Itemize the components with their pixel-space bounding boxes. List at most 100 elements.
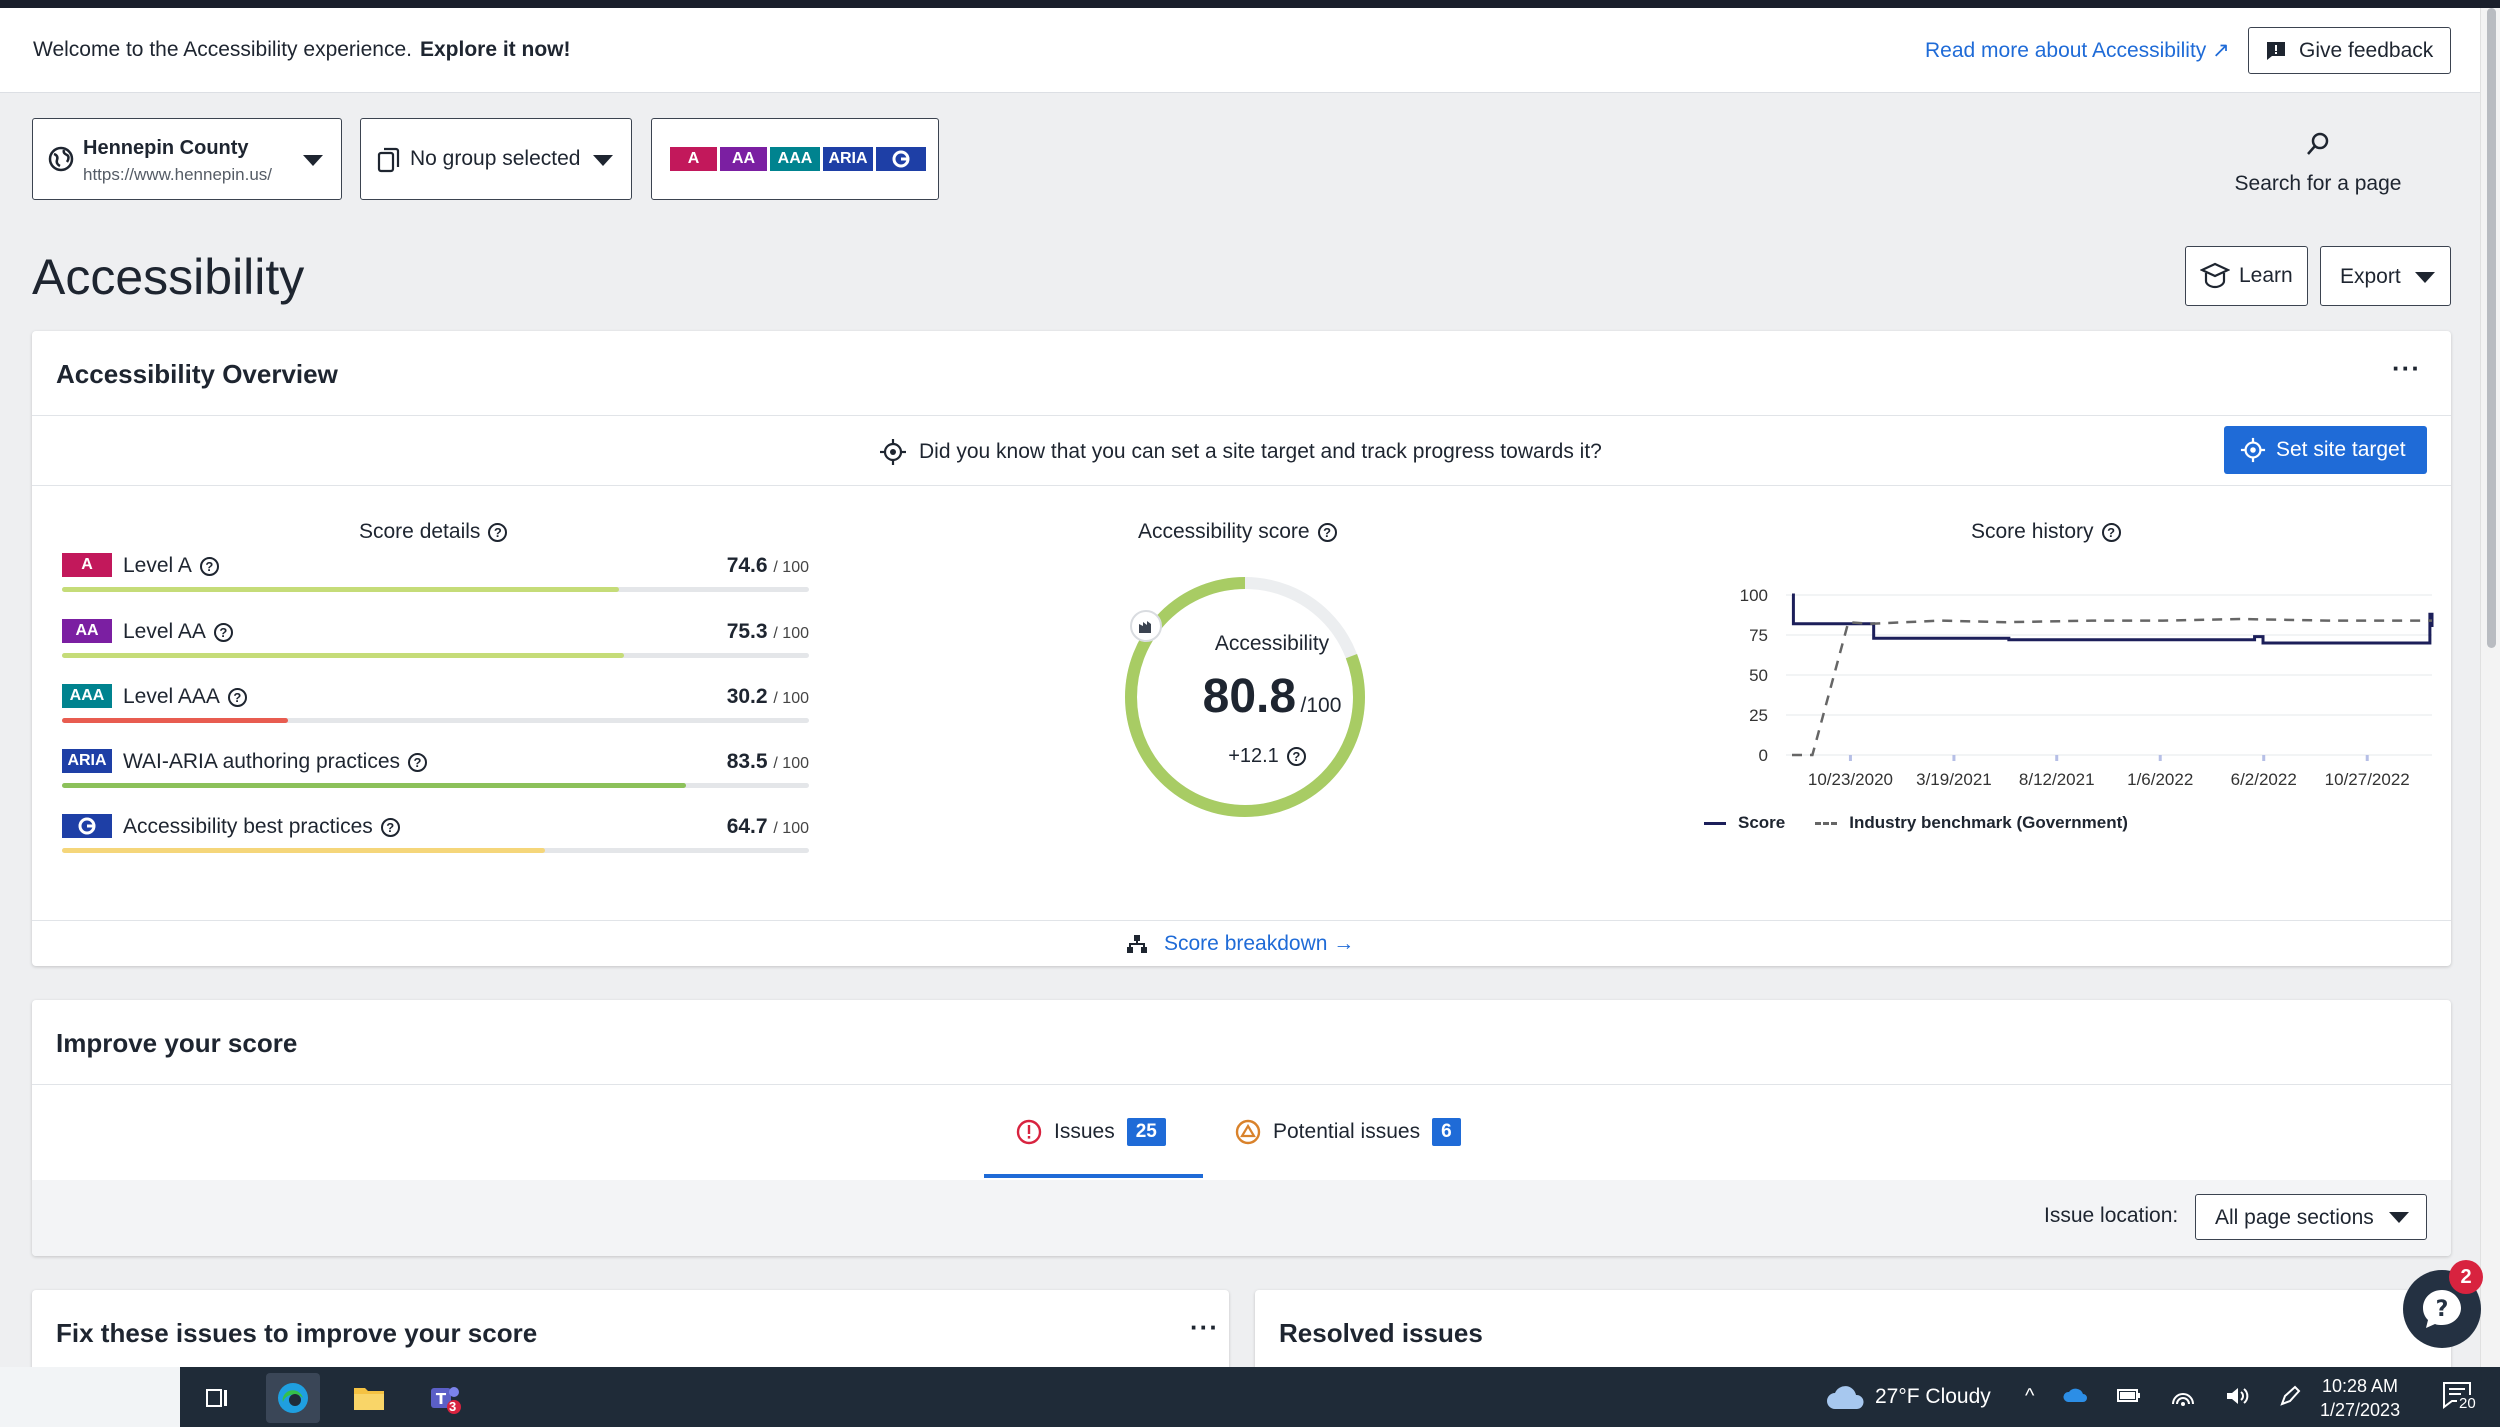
help-icon[interactable]: ? bbox=[2101, 522, 2121, 542]
score-progress-track bbox=[62, 718, 809, 723]
score-progress-fill bbox=[62, 848, 546, 853]
notification-count: 20 bbox=[2457, 1395, 2478, 1412]
accessibility-score-max: /100 bbox=[1300, 694, 1342, 717]
legend-swatch-benchmark bbox=[1815, 821, 1838, 825]
teams-glyph: T bbox=[431, 1387, 461, 1414]
export-button[interactable]: Export bbox=[2320, 246, 2451, 306]
tab-potential-issues[interactable]: Potential issues 6 bbox=[1235, 1118, 1461, 1146]
target-icon bbox=[2240, 437, 2266, 463]
set-site-target-button[interactable]: Set site target bbox=[2224, 426, 2427, 474]
level-aaa-chip: AAA bbox=[770, 147, 820, 171]
help-chat-button[interactable]: ? 2 bbox=[2403, 1260, 2483, 1348]
site-url: https://www.hennepin.us/ bbox=[83, 165, 273, 184]
edge-browser-icon[interactable] bbox=[266, 1373, 320, 1423]
help-icon[interactable]: ? bbox=[488, 522, 508, 542]
x-tick-label: 10/27/2022 bbox=[2325, 770, 2410, 789]
volume-icon[interactable] bbox=[2224, 1385, 2250, 1407]
page-title: Accessibility bbox=[32, 249, 305, 305]
score-level-label: Level AA bbox=[123, 620, 206, 643]
score-breakdown-link[interactable]: Score breakdown → bbox=[1126, 932, 1354, 956]
search-page-button[interactable]: Search for a page bbox=[2228, 130, 2408, 196]
score-progress-track bbox=[62, 587, 809, 592]
gauge-score: 80.8 /100 bbox=[1162, 669, 1382, 724]
score-breakdown-label: Score breakdown → bbox=[1164, 932, 1355, 955]
issue-location-select[interactable]: All page sections bbox=[2195, 1194, 2427, 1240]
more-options-icon[interactable]: ··· bbox=[1190, 1312, 1219, 1342]
help-icon[interactable]: ? bbox=[199, 556, 219, 576]
help-icon[interactable]: ? bbox=[227, 687, 247, 707]
task-view-icon[interactable] bbox=[190, 1373, 244, 1423]
y-tick-label: 0 bbox=[1759, 746, 1768, 765]
score-level-name: Level AA? bbox=[123, 620, 233, 644]
scrollbar-thumb[interactable] bbox=[2487, 8, 2496, 648]
score-value: 30.2 bbox=[726, 685, 768, 708]
banner-text: Welcome to the Accessibility experience.… bbox=[33, 38, 570, 62]
score-detail-row: AAA Level AAA? 30.2 / 100 bbox=[62, 684, 809, 724]
best-practices-icon bbox=[892, 150, 910, 168]
legend-score: Score bbox=[1738, 813, 1786, 832]
taskbar-clock[interactable]: 10:28 AM 1/27/2023 bbox=[2320, 1374, 2400, 1422]
best-practices-chip bbox=[876, 147, 926, 171]
taskbar-search-area[interactable] bbox=[0, 1367, 180, 1427]
score-detail-row: ARIA WAI-ARIA authoring practices? 83.5 / … bbox=[62, 749, 809, 789]
help-icon[interactable]: ? bbox=[1317, 522, 1337, 542]
help-icon[interactable]: ? bbox=[380, 817, 400, 837]
chevron-down-icon bbox=[593, 155, 613, 166]
tab-issues[interactable]: Issues 25 bbox=[1016, 1118, 1166, 1146]
tab-potential-issues-label: Potential issues bbox=[1273, 1120, 1421, 1143]
more-options-icon[interactable]: ··· bbox=[2392, 353, 2421, 383]
score-detail-row: AA Level AA? 75.3 / 100 bbox=[62, 619, 809, 659]
x-tick-label: 6/2/2022 bbox=[2231, 770, 2297, 789]
divider bbox=[32, 1084, 2451, 1085]
search-page-label: Search for a page bbox=[2234, 172, 2402, 195]
overview-title: Accessibility Overview bbox=[56, 359, 338, 389]
teams-icon[interactable]: T 3 bbox=[418, 1373, 472, 1423]
learn-button[interactable]: Learn bbox=[2185, 246, 2308, 306]
score-level-value: 83.5 / 100 bbox=[727, 750, 809, 774]
score-value: 74.6 bbox=[726, 554, 768, 577]
give-feedback-button[interactable]: Give feedback bbox=[2248, 27, 2451, 74]
issues-count-badge: 25 bbox=[1126, 1118, 1166, 1146]
score-level-value: 30.2 / 100 bbox=[727, 685, 809, 709]
chevron-up-icon[interactable]: ^ bbox=[2025, 1385, 2035, 1407]
explore-link[interactable]: Explore it now! bbox=[419, 38, 571, 61]
score-level-badge: ARIA bbox=[62, 749, 112, 773]
score-level-name: Accessibility best practices? bbox=[123, 815, 400, 839]
learn-label: Learn bbox=[2239, 264, 2293, 287]
score-detail-row: Accessibility best practices? 64.7 / 100 bbox=[62, 814, 809, 854]
factory-icon bbox=[1139, 621, 1151, 633]
export-label: Export bbox=[2340, 265, 2401, 288]
page-scrollbar[interactable] bbox=[2480, 8, 2500, 1367]
file-explorer-icon[interactable] bbox=[342, 1373, 396, 1423]
read-more-link[interactable]: Read more about Accessibility ↗ bbox=[1925, 39, 2230, 62]
system-tray: ^ bbox=[2025, 1385, 2304, 1408]
score-progress-fill bbox=[62, 587, 620, 592]
question-bubble-icon: ? bbox=[2423, 1290, 2461, 1328]
notification-center-icon[interactable]: 20 bbox=[2441, 1379, 2478, 1416]
legend-benchmark: Industry benchmark (Government) bbox=[1849, 813, 2128, 832]
battery-icon[interactable] bbox=[2116, 1385, 2142, 1405]
clock-date: 1/27/2023 bbox=[2320, 1400, 2401, 1420]
wifi-icon[interactable] bbox=[2170, 1385, 2196, 1407]
help-icon[interactable]: ? bbox=[213, 622, 233, 642]
conformance-level-filter[interactable]: A AA AAA ARIA bbox=[651, 118, 939, 200]
improve-title: Improve your score bbox=[56, 1028, 298, 1058]
onedrive-icon[interactable] bbox=[2062, 1385, 2088, 1405]
group-selector[interactable]: No group selected bbox=[360, 118, 632, 200]
benchmark-series-line bbox=[1792, 617, 2432, 757]
pen-icon[interactable] bbox=[2278, 1385, 2304, 1407]
help-icon[interactable]: ? bbox=[1286, 747, 1306, 766]
help-notification-badge: 2 bbox=[2449, 1260, 2483, 1294]
score-max: / 100 bbox=[773, 690, 809, 707]
weather-widget[interactable]: 27°F Cloudy bbox=[1825, 1383, 1991, 1411]
score-delta: +12.1 ? bbox=[1192, 745, 1342, 768]
help-icon[interactable]: ? bbox=[408, 752, 427, 772]
aria-chip: ARIA bbox=[823, 147, 873, 171]
score-level-label: Level AAA bbox=[123, 685, 220, 708]
cloud-icon bbox=[1827, 1386, 1864, 1409]
svg-text:T: T bbox=[436, 1390, 447, 1408]
issue-filter-bar: Issue location: All page sections bbox=[32, 1180, 2451, 1256]
score-details-title: Score details bbox=[359, 520, 481, 543]
x-tick-label: 8/12/2021 bbox=[2019, 770, 2095, 789]
site-selector[interactable]: Hennepin County https://www.hennepin.us/ bbox=[32, 118, 342, 200]
